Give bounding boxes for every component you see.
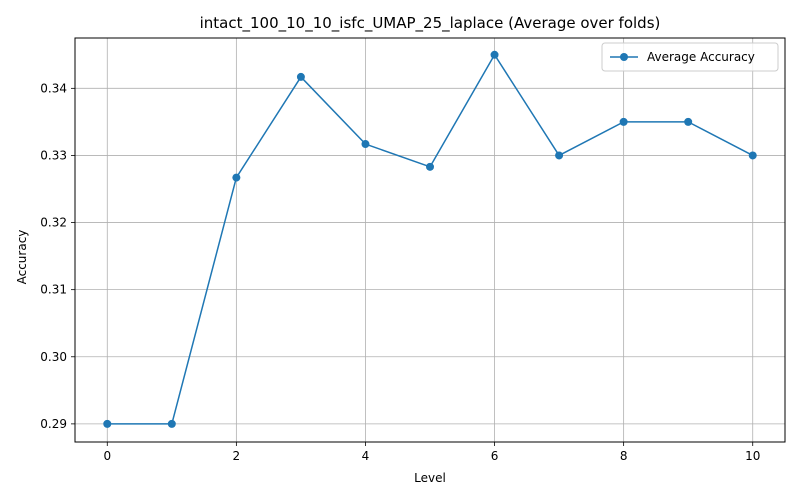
x-tick-label: 8 bbox=[620, 449, 628, 463]
plot-frame bbox=[74, 37, 786, 443]
y-tick-label: 0.29 bbox=[40, 417, 67, 431]
series-layer bbox=[103, 50, 757, 428]
y-tick-label: 0.30 bbox=[40, 350, 67, 364]
y-tick-label: 0.34 bbox=[40, 81, 67, 95]
data-point bbox=[426, 162, 434, 171]
legend-box bbox=[601, 42, 779, 72]
x-tick-label: 4 bbox=[362, 449, 370, 463]
legend-entry-average-accuracy: Average Accuracy bbox=[647, 50, 755, 64]
x-tick-label: 10 bbox=[745, 449, 760, 463]
y-axis-label: Accuracy bbox=[15, 230, 29, 285]
data-point bbox=[167, 419, 176, 428]
data-point bbox=[232, 173, 241, 182]
series-line-average-accuracy bbox=[107, 54, 754, 425]
y-tick-label: 0.33 bbox=[40, 148, 67, 162]
x-tick-label: 6 bbox=[491, 449, 499, 463]
legend-marker-swatch bbox=[620, 53, 628, 61]
y-tick-label: 0.32 bbox=[40, 216, 67, 230]
data-point bbox=[619, 117, 628, 126]
data-point bbox=[103, 419, 112, 428]
x-axis-label: Level bbox=[414, 471, 446, 485]
data-point bbox=[748, 151, 757, 160]
data-point bbox=[361, 140, 370, 149]
chart-title: intact_100_10_10_isfc_UMAP_25_laplace (A… bbox=[200, 14, 661, 33]
data-point bbox=[684, 117, 693, 126]
y-tick-label: 0.31 bbox=[40, 283, 67, 297]
axis-ticks: 0 2 4 6 8 10 0.29 0.30 0.31 0.32 0.33 0.34 bbox=[40, 81, 760, 463]
x-tick-label: 0 bbox=[103, 449, 111, 463]
x-tick-label: 2 bbox=[233, 449, 241, 463]
data-point bbox=[555, 151, 564, 160]
data-point bbox=[490, 50, 499, 59]
grid-lines bbox=[75, 38, 785, 442]
legend: Average Accuracy bbox=[601, 42, 779, 72]
data-point bbox=[296, 72, 305, 81]
